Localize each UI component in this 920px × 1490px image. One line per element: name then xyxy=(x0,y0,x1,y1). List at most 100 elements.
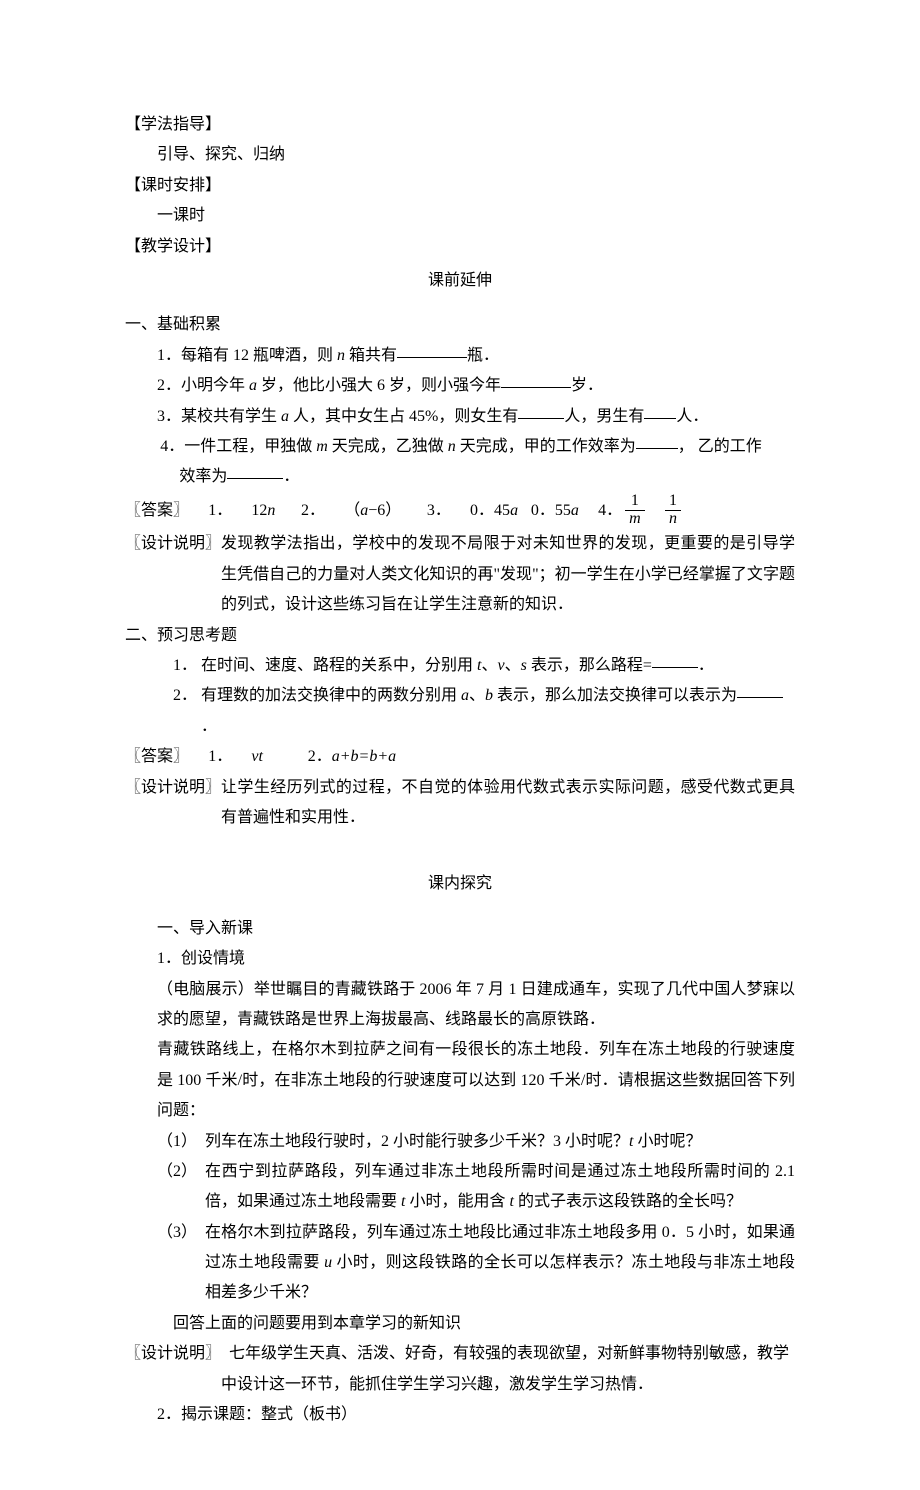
a1n: 1． xyxy=(208,493,232,530)
ans-label: 〖答案〗 xyxy=(125,493,189,530)
prev-q1: 1． 在时间、速度、路程的关系中，分别用 t、v、s 表示，那么路程=． xyxy=(125,651,795,681)
design-heading: 【教学设计】 xyxy=(125,232,795,262)
q3-a: 3．某校共有学生 xyxy=(157,408,281,425)
section-periods: 【课时安排】 一课时 xyxy=(125,171,795,232)
base-answers: 〖答案〗 1． 12n 2． （a−6） 3． 0．45a 0．55a 4． 1… xyxy=(125,493,795,530)
q-num: （2） xyxy=(157,1157,197,1218)
a4n: 4． xyxy=(598,493,622,530)
design-label: 〖设计说明〗 xyxy=(125,773,221,834)
q2s: 、 xyxy=(469,687,485,704)
q-body: 列车在冻土地段行驶时，2 小时能行驶多少千米？3 小时呢？t 小时呢？ xyxy=(197,1127,795,1157)
q-num: 2． xyxy=(173,681,201,742)
q4-b: 天完成，乙独做 xyxy=(328,438,448,455)
frac-1n: 1 n xyxy=(665,493,681,528)
q2-b: 岁，他比小强大 6 岁，则小强今年 xyxy=(257,377,501,394)
q3u: u xyxy=(324,1254,332,1271)
q2b: 表示，那么加法交换律可以表示为 xyxy=(493,687,737,704)
q-num: （1） xyxy=(157,1127,197,1157)
num: 1 xyxy=(627,493,643,510)
periods-heading: 【课时安排】 xyxy=(125,171,795,201)
lesson-p1: （电脑展示）举世瞩目的青藏铁路于 2006 年 7 月 1 日建成通车，实现了几… xyxy=(125,975,795,1036)
q2aV: a xyxy=(461,687,469,704)
q-body: 在格尔木到拉萨路段，列车通过冻土地段比通过非冻土地段多用 0．5 小时，如果通过… xyxy=(197,1218,795,1309)
design-label: 〖设计说明〗 xyxy=(125,529,221,620)
base-q4-line2: 效率为 ． xyxy=(125,462,795,492)
a1v: vt xyxy=(251,742,263,772)
lesson-design: 〖设计说明〗 七年级学生天真、活泼、好奇，有较强的表现欲望，对新鲜事物特别敏感，… xyxy=(125,1339,795,1400)
lesson-p2: 青藏铁路线上，在格尔木到拉萨之间有一段很长的冻土地段．列车在冻土地段的行驶速度是… xyxy=(125,1035,795,1126)
ans-label: 〖答案〗 xyxy=(125,742,189,772)
q4-a: 4．一件工程，甲独做 xyxy=(160,438,316,455)
blank xyxy=(501,371,571,388)
design-text: 七年级学生天真、活泼、好奇，有较强的表现欲望，对新鲜事物特别敏感，教学中设计这一… xyxy=(221,1339,795,1400)
q2-c: 岁． xyxy=(571,377,603,394)
frac-1m: 1 m xyxy=(625,493,645,528)
blank xyxy=(737,681,783,698)
a1n: 1． xyxy=(208,742,232,772)
blank xyxy=(397,341,467,358)
preview-section: 二、预习思考题 1． 在时间、速度、路程的关系中，分别用 t、v、s 表示，那么… xyxy=(125,621,795,834)
a3v3: 0．55 xyxy=(531,493,571,530)
a2n: 2． xyxy=(301,493,325,530)
q1tail: 小时呢？ xyxy=(633,1133,701,1150)
q1b: 表示，那么路程= xyxy=(527,657,652,674)
base-q3: 3．某校共有学生 a 人，其中女生占 45%，则女生有人，男生有人． xyxy=(125,402,795,432)
design-text: 发现教学法指出，学校中的发现不局限于对未知世界的发现，更重要的是引导学生凭借自己… xyxy=(221,529,795,620)
blank xyxy=(636,432,678,449)
lesson-q2: （2） 在西宁到拉萨路段，列车通过非冻土地段所需时间是通过冻土地段所需时间的 2… xyxy=(125,1157,795,1218)
preview-heading: 二、预习思考题 xyxy=(125,621,795,651)
lesson-s2: 2．揭示课题：整式（板书） xyxy=(125,1400,795,1430)
q1s2: 、 xyxy=(505,657,521,674)
a2v: a xyxy=(360,493,368,530)
pre-extension-title: 课前延伸 xyxy=(125,266,795,296)
a3n: 3． xyxy=(427,493,451,530)
q4-e: 效率为 xyxy=(179,468,227,485)
a2n: 2． xyxy=(308,742,332,772)
q4-f: ． xyxy=(283,468,299,485)
method-text: 引导、探究、归纳 xyxy=(125,140,795,170)
design-label: 〖设计说明〗 xyxy=(125,1339,221,1400)
q-body: 有理数的加法交换律中的两数分别用 a、b 表示，那么加法交换律可以表示为． xyxy=(201,681,795,742)
q-num: （3） xyxy=(157,1218,197,1309)
lesson-s1: 1．创设情境 xyxy=(125,944,795,974)
method-heading: 【学法指导】 xyxy=(125,110,795,140)
lesson-section: 一、导入新课 1．创设情境 （电脑展示）举世瞩目的青藏铁路于 2006 年 7 … xyxy=(125,914,795,1431)
a3v4: a xyxy=(571,493,579,530)
q1-c: 瓶． xyxy=(467,347,499,364)
a2s: −6） xyxy=(368,493,401,530)
q1v: v xyxy=(498,657,505,674)
q1: 列车在冻土地段行驶时，2 小时能行驶多少千米？3 小时呢？ xyxy=(205,1133,629,1150)
base-heading: 一、基础积累 xyxy=(125,310,795,340)
q2-a-var: a xyxy=(249,377,257,394)
q3-d: 人． xyxy=(676,408,708,425)
prev-design: 〖设计说明〗 让学生经历列式的过程，不自觉的体验用代数式表示实际问题，感受代数式… xyxy=(125,773,795,834)
q2bV: b xyxy=(485,687,493,704)
den: n xyxy=(665,510,681,528)
blank xyxy=(518,402,564,419)
q-num: 1． xyxy=(173,651,201,681)
q1a: 在时间、速度、路程的关系中，分别用 xyxy=(201,657,477,674)
q4-n: n xyxy=(448,438,456,455)
q1-n: n xyxy=(337,347,345,364)
q2c: 的式子表示这段铁路的全长吗？ xyxy=(514,1193,742,1210)
a1v2: n xyxy=(267,493,275,530)
q3-c: 人，男生有 xyxy=(564,408,644,425)
q-body: 在时间、速度、路程的关系中，分别用 t、v、s 表示，那么路程=． xyxy=(201,651,795,681)
inclass-title: 课内探究 xyxy=(125,869,795,899)
q2-a: 2．小明今年 xyxy=(157,377,249,394)
q3-b: 人，其中女生占 45%，则女生有 xyxy=(289,408,518,425)
base-q2: 2．小明今年 a 岁，他比小强大 6 岁，则小强今年 岁． xyxy=(125,371,795,401)
q4-c: 天完成，甲的工作效率为 xyxy=(456,438,636,455)
lesson-q3: （3） 在格尔木到拉萨路段，列车通过冻土地段比通过非冻土地段多用 0．5 小时，… xyxy=(125,1218,795,1309)
lesson-heading: 一、导入新课 xyxy=(125,914,795,944)
blank xyxy=(227,462,283,479)
lesson-p3: 回答上面的问题要用到本章学习的新知识 xyxy=(125,1309,795,1339)
base-q1: 1．每箱有 12 瓶啤酒，则 n 箱共有瓶． xyxy=(125,341,795,371)
num: 1 xyxy=(665,493,681,510)
q-body: 在西宁到拉萨路段，列车通过非冻土地段所需时间是通过冻土地段所需时间的 2.1 倍… xyxy=(197,1157,795,1218)
a3v2: a xyxy=(510,493,518,530)
prev-q2: 2． 有理数的加法交换律中的两数分别用 a、b 表示，那么加法交换律可以表示为． xyxy=(125,681,795,742)
a2v: a+b=b+a xyxy=(332,742,396,772)
a2p: （ xyxy=(344,493,360,530)
q4-d: ， 乙的工作 xyxy=(678,438,762,455)
